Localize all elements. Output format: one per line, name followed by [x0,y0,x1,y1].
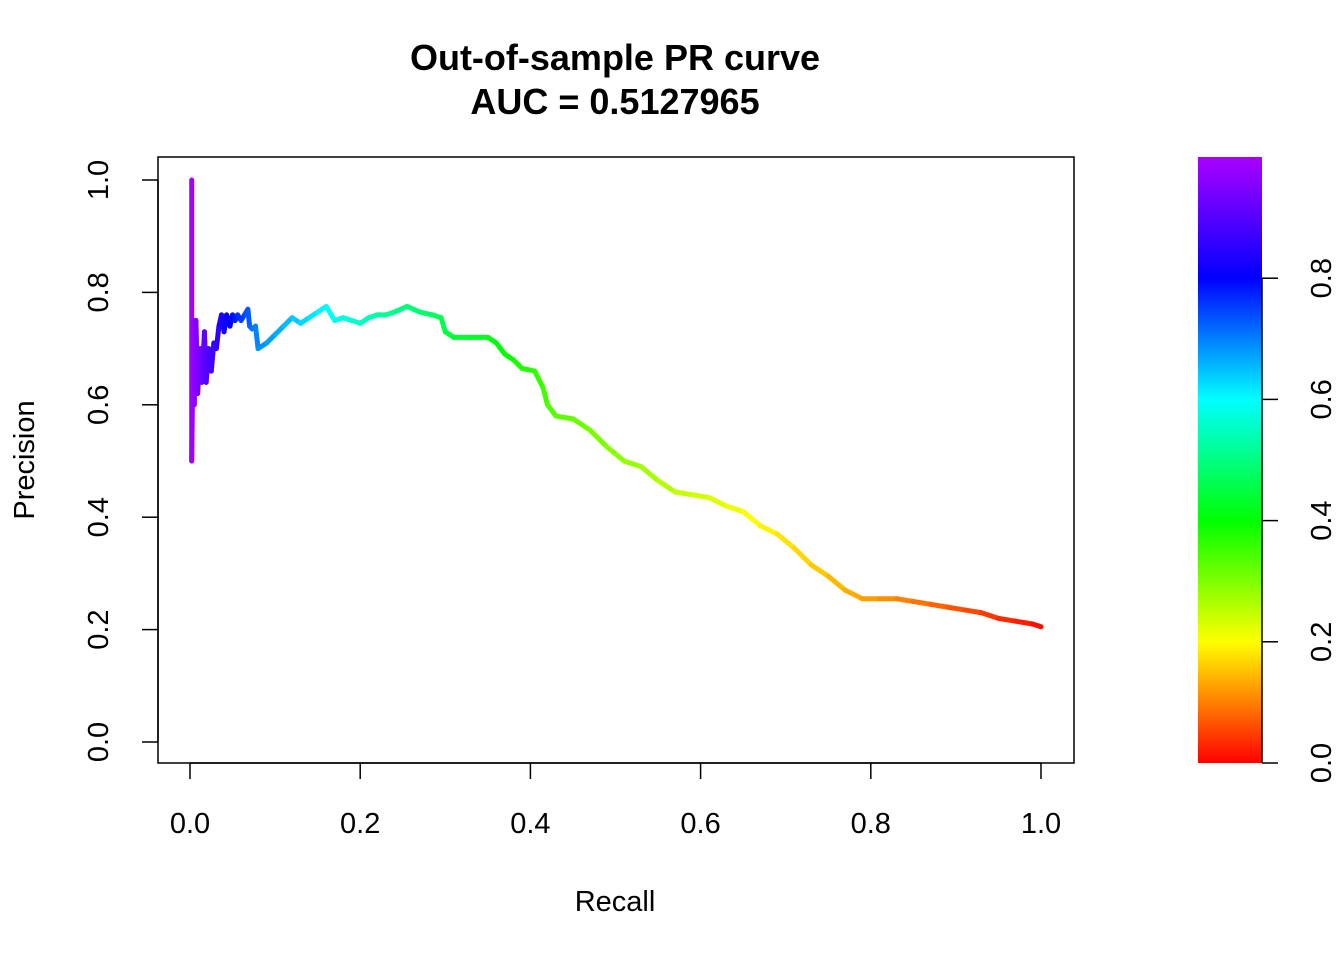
x-axis-label: Recall [575,886,656,918]
pr-curve-segment [791,545,814,568]
y-tick-label: 0.6 [83,385,115,425]
y-tick-label: 0.2 [83,609,115,649]
pr-curve-segment [842,587,865,602]
pr-curve-segment [532,368,546,391]
x-axis: 0.0 0.2 0.4 0.6 0.8 1.0 [170,762,1061,840]
colorbar-tick-label: 0.8 [1306,258,1338,298]
colorbar [1198,157,1262,763]
x-tick-label: 0.0 [170,808,210,840]
pr-curve-segment [961,607,984,616]
pr-curve-segment [706,495,729,509]
pr-curve-series [189,177,1044,630]
pr-curve-segment [587,427,610,450]
pr-curve-segment [893,596,916,604]
pr-curve-segment [213,323,222,352]
chart-title-line-1: Out-of-sample PR curve [410,37,820,78]
pr-curve-segment [1029,621,1044,630]
pr-curve-segment [927,601,950,610]
y-axis-label: Precision [9,400,41,519]
x-tick-label: 0.4 [510,808,550,840]
y-tick-label: 0.0 [83,722,115,762]
colorbar-tick-label: 0.0 [1306,743,1338,783]
pr-curve-segment [638,464,661,484]
colorbar-tick-label: 0.2 [1306,622,1338,662]
pr-curve-segment [570,416,593,433]
pr-curve-segment [672,489,695,498]
plot-frame [157,156,1075,764]
x-tick-label: 1.0 [1021,808,1061,840]
y-tick-label: 0.8 [83,272,115,312]
colorbar-tick-label: 0.4 [1306,500,1338,540]
pr-curve-segment [808,562,831,579]
y-axis: 0.0 0.2 0.4 0.6 0.8 1.0 [83,160,159,762]
pr-curve-segment [621,458,644,470]
x-tick-label: 0.8 [851,808,891,840]
pr-curve-segment [245,306,253,329]
pr-curve-segment [689,492,712,501]
pr-curve-segment [825,573,848,593]
pr-curve-segment [553,413,576,422]
pr-curve-segment [944,604,967,613]
y-tick-label: 0.4 [83,497,115,537]
pr-curve-segment [757,523,780,537]
pr-curve-segment [604,444,627,464]
y-tick-label: 1.0 [83,160,115,200]
pr-curve-segment [540,385,550,408]
pr-curve-segment [323,303,338,323]
pr-curve-segment [978,610,1001,621]
colorbar-axis: 0.0 0.2 0.4 0.6 0.8 [1261,258,1338,783]
colorbar-tick-label: 0.6 [1306,379,1338,419]
pr-curve-segment [1012,618,1035,627]
pr-curve-segment [655,478,678,495]
pr-curve-segment [995,615,1018,624]
chart-title-line-2: AUC = 0.5127965 [470,81,759,122]
pr-curve-segment [723,503,746,515]
pr-curve-segment [910,599,933,607]
pr-curve-segment [740,509,763,529]
x-tick-label: 0.6 [680,808,720,840]
x-tick-label: 0.2 [340,808,380,840]
pr-curve-segment [253,323,261,352]
pr-curve-segment [774,531,797,551]
